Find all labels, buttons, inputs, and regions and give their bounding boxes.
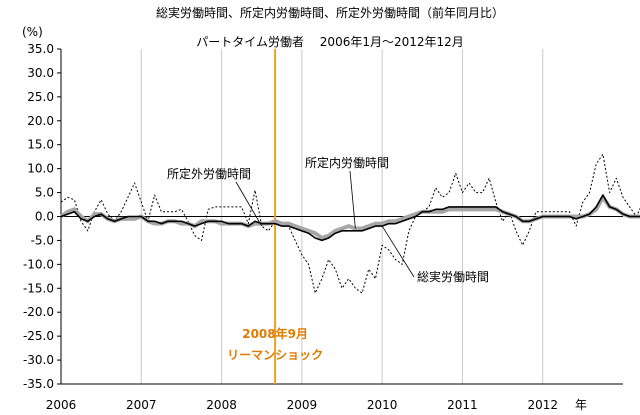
y-tick-label: 5.0	[35, 186, 54, 200]
x-tick-label: 2007	[126, 398, 157, 412]
event-label-date: 2008年9月	[242, 326, 308, 341]
y-tick-label: 20.0	[27, 114, 54, 128]
series-line-総実労働時間	[60, 194, 640, 242]
y-axis-unit-label: (%)	[22, 25, 43, 39]
chart-title: 総実労働時間、所定内労働時間、所定外労働時間（前年同月比）	[156, 5, 504, 20]
x-tick-label: 2008	[206, 398, 237, 412]
y-tick-label: -35.0	[23, 377, 54, 391]
y-tick-label: 10.0	[27, 162, 54, 176]
y-tick-label: 0.0	[35, 210, 54, 224]
x-axis-unit-label: 年	[575, 398, 587, 412]
y-tick-label: 30.0	[27, 66, 54, 80]
y-tick-label: 35.0	[27, 42, 54, 56]
annotation-leader-line	[381, 225, 415, 278]
x-tick-label: 2010	[367, 398, 398, 412]
y-tick-label: -10.0	[23, 257, 54, 271]
chart-subtitle: パートタイム労働者 2006年1月～2012年12月	[196, 35, 464, 49]
annotation-label: 所定内労働時間	[305, 155, 389, 170]
y-tick-label: -5.0	[31, 233, 54, 247]
y-tick-label: -20.0	[23, 305, 54, 319]
series-lines	[59, 153, 640, 294]
series-line-所定内労働時間	[59, 195, 640, 241]
annotation-label: 所定外労働時間	[167, 166, 251, 181]
annotation-leader-line	[349, 170, 356, 229]
y-tick-label: -15.0	[23, 281, 54, 295]
x-tick-label: 2012	[527, 398, 558, 412]
y-tick-label: -25.0	[23, 329, 54, 343]
y-tick-label: 25.0	[27, 90, 54, 104]
event-label-name: リーマンショック	[227, 348, 323, 362]
tick-labels: 35.0 30.0 25.0 20.0 15.0 10.0 5.0 0.0 -5.0 -10.0 -…	[23, 42, 558, 412]
y-tick-label: 15.0	[27, 138, 54, 152]
x-tick-label: 2011	[447, 398, 478, 412]
annotation-label: 総実労働時間	[417, 269, 489, 284]
x-tick-label: 2009	[287, 398, 318, 412]
y-tick-label: -30.0	[23, 353, 54, 367]
annotation-leader-line	[235, 181, 263, 227]
x-tick-label: 2006	[46, 398, 77, 412]
